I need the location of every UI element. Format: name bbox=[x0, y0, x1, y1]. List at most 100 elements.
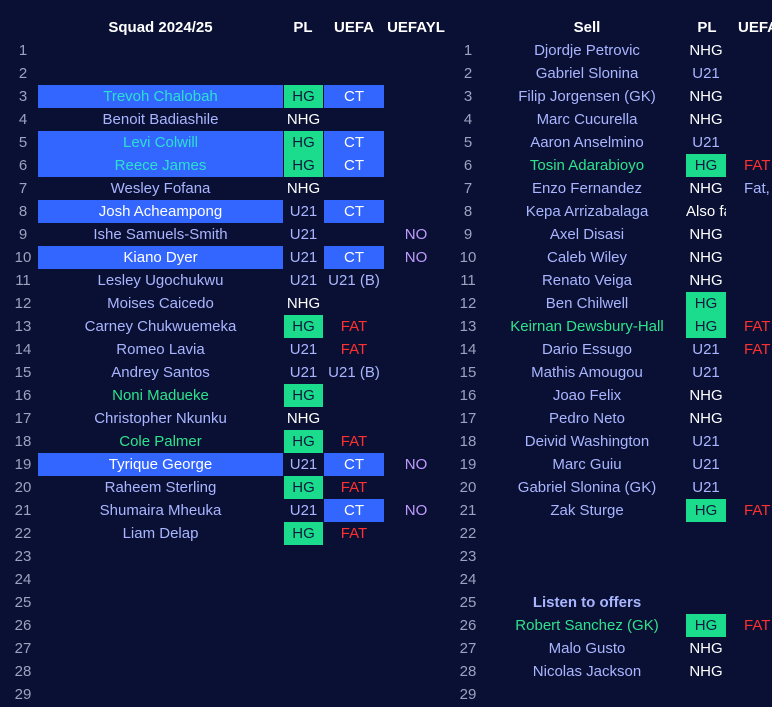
uefa-status bbox=[324, 39, 384, 62]
pl-status bbox=[284, 660, 323, 683]
row-number: 9 bbox=[18, 226, 28, 243]
uefayl-status bbox=[384, 154, 448, 177]
uefa-status bbox=[324, 108, 384, 131]
uefa-status: U21 (B) bbox=[328, 272, 380, 289]
pl-status: U21 bbox=[289, 502, 318, 519]
uefa-status bbox=[744, 131, 772, 154]
uefa-status bbox=[744, 246, 772, 269]
player-name: Wesley Fofana bbox=[110, 180, 211, 197]
player-name: Marc Guiu bbox=[552, 456, 622, 473]
pl-status: U21 bbox=[289, 272, 318, 289]
uefa-status bbox=[744, 430, 772, 453]
uefa-status bbox=[744, 62, 772, 85]
uefa-status bbox=[324, 223, 384, 246]
row-number: 28 bbox=[459, 663, 477, 680]
player-name bbox=[482, 568, 692, 591]
pl-status: U21 bbox=[692, 134, 720, 151]
pl-status: HG bbox=[284, 131, 323, 154]
row-number: 16 bbox=[459, 387, 477, 404]
pl-status: NHG bbox=[689, 640, 723, 657]
row-number: 23 bbox=[459, 548, 477, 565]
row-number: 11 bbox=[15, 272, 31, 289]
uefa-status bbox=[324, 637, 384, 660]
player-name bbox=[38, 591, 283, 614]
uefa-status: FAT bbox=[340, 433, 368, 450]
pl-status: NHG bbox=[286, 295, 321, 312]
player-name: Djordje Petrovic bbox=[534, 42, 640, 59]
player-name: Andrey Santos bbox=[111, 364, 210, 381]
player-name bbox=[38, 637, 283, 660]
player-name: Christopher Nkunku bbox=[94, 410, 227, 427]
row-number: 26 bbox=[459, 617, 477, 634]
player-name: Enzo Fernandez bbox=[531, 180, 643, 197]
row-number: 2 bbox=[463, 65, 473, 82]
row-number: 4 bbox=[18, 111, 28, 128]
row-number: 13 bbox=[459, 318, 477, 335]
pl-status: U21 bbox=[289, 456, 318, 473]
uefa-status: Fat, bbox=[744, 180, 770, 197]
pl-status: U21 bbox=[692, 456, 720, 473]
player-name: Josh Acheampong bbox=[98, 203, 223, 220]
uefayl-status bbox=[384, 269, 448, 292]
player-name: Joao Felix bbox=[552, 387, 622, 404]
player-name: Levi Colwill bbox=[122, 134, 199, 151]
uefayl-status bbox=[384, 614, 448, 637]
uefa-status bbox=[324, 407, 384, 430]
uefa-status bbox=[324, 683, 384, 706]
uefayl-status bbox=[384, 407, 448, 430]
player-name: Keirnan Dewsbury-Hall bbox=[510, 318, 664, 335]
row-highlight bbox=[38, 200, 283, 223]
uefa-status bbox=[744, 637, 772, 660]
player-name: Filip Jorgensen (GK) bbox=[518, 88, 656, 105]
row-number: 20 bbox=[459, 479, 477, 496]
player-name bbox=[38, 614, 283, 637]
player-name: Reece James bbox=[114, 157, 207, 174]
uefa-status bbox=[744, 683, 772, 706]
uefa-status: CT bbox=[324, 453, 384, 476]
row-number: 27 bbox=[14, 640, 32, 657]
uefayl-status: NO bbox=[404, 502, 428, 519]
row-number: 10 bbox=[459, 249, 477, 266]
pl-status: U21 bbox=[692, 479, 720, 496]
player-name: Gabriel Slonina (GK) bbox=[517, 479, 657, 496]
player-name: Tosin Adarabioyo bbox=[529, 157, 645, 174]
uefa-status bbox=[744, 269, 772, 292]
pl-status: NHG bbox=[689, 42, 723, 59]
uefa-status: CT bbox=[324, 131, 384, 154]
uefa-status: CT bbox=[324, 499, 384, 522]
row-number: 5 bbox=[463, 134, 473, 151]
uefa-status bbox=[744, 453, 772, 476]
pl-status: NHG bbox=[689, 226, 723, 243]
uefa-status bbox=[324, 177, 384, 200]
pl-status bbox=[686, 545, 726, 568]
player-name bbox=[38, 62, 283, 85]
uefa-status bbox=[744, 545, 772, 568]
uefa-status: FAT bbox=[340, 525, 368, 542]
row-number: 6 bbox=[463, 157, 473, 174]
uefa-status bbox=[744, 522, 772, 545]
player-name: Trevoh Chalobah bbox=[103, 88, 218, 105]
row-highlight bbox=[38, 154, 283, 177]
uefa-status bbox=[744, 660, 772, 683]
player-name: Malo Gusto bbox=[548, 640, 626, 657]
uefa-status bbox=[744, 384, 772, 407]
pl-status: HG bbox=[284, 522, 323, 545]
row-number: 12 bbox=[14, 295, 32, 312]
squad-header: Squad 2024/25 bbox=[108, 19, 213, 36]
pl-status: U21 bbox=[692, 65, 720, 82]
pl-status: HG bbox=[686, 614, 726, 637]
pl-status bbox=[284, 683, 323, 706]
row-number: 7 bbox=[18, 180, 28, 197]
sell-header: Sell bbox=[573, 19, 601, 36]
pl-status bbox=[284, 39, 323, 62]
pl-status bbox=[284, 637, 323, 660]
uefa-status: FAT bbox=[340, 479, 368, 496]
player-name bbox=[38, 683, 283, 706]
player-name: Carney Chukwuemeka bbox=[84, 318, 237, 335]
uefa-status: U21 (B) bbox=[328, 364, 380, 381]
row-number: 4 bbox=[463, 111, 473, 128]
uefa-status: FAT bbox=[744, 341, 771, 358]
pl-header-left: PL bbox=[293, 19, 313, 36]
pl-status: HG bbox=[284, 384, 323, 407]
row-highlight bbox=[38, 85, 283, 108]
